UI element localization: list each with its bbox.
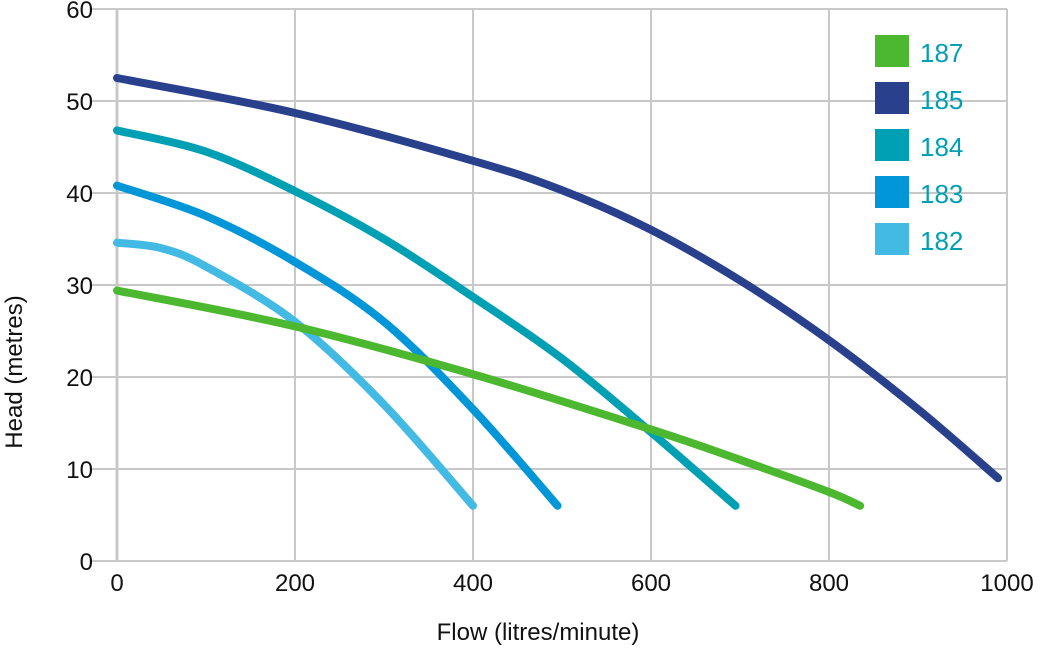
legend: 187 185 184 183 182 xyxy=(875,35,963,256)
legend-label-183: 183 xyxy=(920,179,963,209)
y-axis-ticks: 0 10 20 30 40 50 60 xyxy=(66,0,93,576)
legend-swatch-182 xyxy=(875,223,909,255)
x-tick-label: 1000 xyxy=(980,570,1033,597)
y-tick-label: 40 xyxy=(66,181,93,208)
y-tick-label: 30 xyxy=(66,273,93,300)
y-tick-label: 20 xyxy=(66,365,93,392)
series-line-182 xyxy=(113,238,477,510)
series-line-183 xyxy=(113,181,562,510)
legend-swatch-185 xyxy=(875,82,909,114)
y-tick-label: 60 xyxy=(66,0,93,24)
y-tick-label: 50 xyxy=(66,89,93,116)
legend-label-182: 182 xyxy=(920,226,963,256)
x-axis-label: Flow (litres/minute) xyxy=(437,619,640,646)
series-lines xyxy=(113,74,1003,510)
x-tick-label: 600 xyxy=(631,570,671,597)
x-tick-label: 200 xyxy=(275,570,315,597)
grid xyxy=(92,8,1008,562)
x-tick-label: 800 xyxy=(809,570,849,597)
legend-label-184: 184 xyxy=(920,132,963,162)
legend-swatch-183 xyxy=(875,176,909,208)
series-line-185 xyxy=(113,74,1003,483)
y-tick-label: 10 xyxy=(66,457,93,484)
legend-swatch-184 xyxy=(875,129,909,161)
legend-label-185: 185 xyxy=(920,85,963,115)
y-axis-label: Head (metres) xyxy=(1,295,28,448)
legend-label-187: 187 xyxy=(920,38,963,68)
series-line-187 xyxy=(113,286,865,510)
legend-swatch-187 xyxy=(875,35,909,67)
y-tick-label: 0 xyxy=(80,549,93,576)
x-tick-label: 0 xyxy=(110,570,123,597)
x-axis-ticks: 0 200 400 600 800 1000 xyxy=(110,570,1033,597)
x-tick-label: 400 xyxy=(453,570,493,597)
